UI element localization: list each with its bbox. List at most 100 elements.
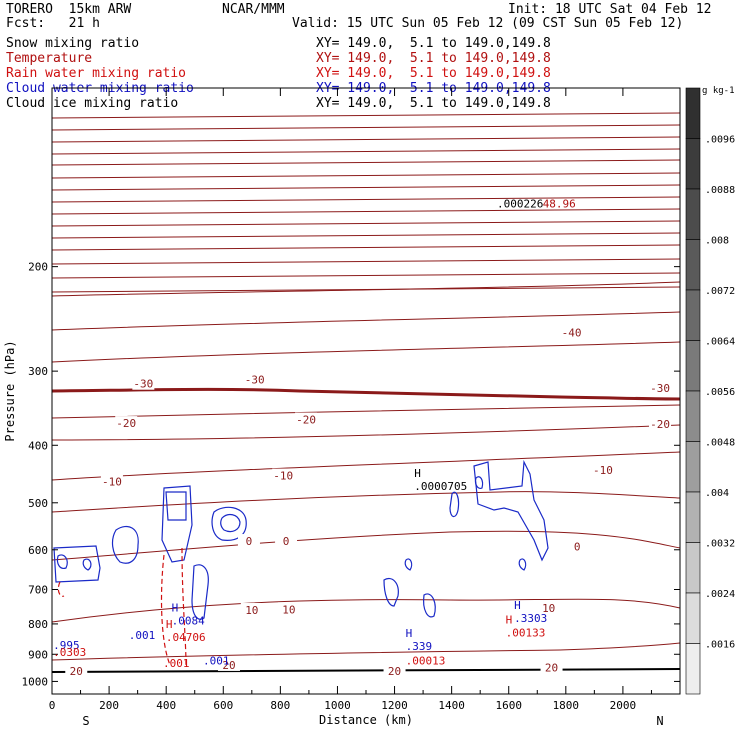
- temperature-contour-label: 0: [246, 535, 253, 548]
- rain-water-contour: [181, 547, 187, 666]
- y-axis-title: Pressure (hPa): [3, 340, 17, 441]
- contour-label-bg: [65, 663, 88, 677]
- field-xy-temperature: XY= 149.0, 5.1 to 149.0,149.8: [316, 51, 551, 66]
- isotherm-line: [51, 136, 681, 143]
- colorbar-label: .008: [705, 236, 729, 247]
- extremum-value-label: .00133: [506, 626, 546, 639]
- colorbar-label: .0064: [705, 337, 735, 348]
- isotherm-line: [51, 451, 681, 481]
- valid-time: Valid: 15 UTC Sun 05 Feb 12 (09 CST Sun …: [292, 16, 684, 31]
- x-tick-label: 1600: [495, 699, 522, 712]
- isotherm-line: [51, 491, 681, 513]
- field-name-temperature: Temperature: [6, 51, 93, 66]
- contour-label-bg: [240, 603, 263, 617]
- y-tick-label: 200: [28, 261, 48, 274]
- extremum-value-label: .0303: [53, 646, 86, 659]
- org-title: NCAR/MMM: [222, 2, 285, 17]
- temperature-contour-label: -30: [245, 374, 265, 387]
- isotherm-line: [51, 232, 681, 239]
- forecast-hour: Fcst: 21 h: [6, 16, 100, 31]
- isotherm-line: [51, 642, 681, 661]
- x-tick-label: 600: [213, 699, 233, 712]
- temperature-contour-label: -20: [296, 414, 316, 427]
- cloud-water-contour: [82, 558, 92, 571]
- isotherm-line: [51, 208, 681, 215]
- cloud-water-contour: [165, 491, 187, 521]
- contour-label-bg: [537, 600, 560, 614]
- isotherm-line: [51, 404, 681, 419]
- contour-label-bg: [243, 372, 266, 386]
- extremum-mark: H: [414, 467, 421, 480]
- extremum-value-label: .001: [163, 657, 190, 670]
- colorbar-swatch: [685, 491, 701, 543]
- field-name-rain: Rain water mixing ratio: [6, 66, 187, 81]
- cloud-water-contour: [423, 593, 436, 618]
- temperature-contour-label: -20: [116, 417, 136, 430]
- y-tick-label: 300: [28, 365, 48, 378]
- isotherm-line: [51, 244, 681, 251]
- colorbar-swatch: [685, 289, 701, 341]
- isotherm-line: [51, 341, 681, 363]
- temperature-contour-label: -20: [650, 418, 670, 431]
- cloud-water-contour: [473, 459, 549, 562]
- isotherm-line: [51, 112, 681, 119]
- x-end-label-north: N: [656, 714, 663, 728]
- cloud-water-contour: [161, 485, 193, 563]
- contour-label-bg: [591, 462, 614, 476]
- extremum-mark: H: [172, 601, 179, 614]
- temperature-contour-label: 20: [70, 665, 83, 678]
- cloud-water-contour: [404, 558, 413, 571]
- model-title: TORERO 15km ARW: [6, 2, 132, 17]
- rain-water-contour: [160, 554, 171, 666]
- cloud-water-contour: [111, 525, 139, 564]
- colorbar-swatch: [685, 138, 701, 190]
- isotherm-line: [51, 530, 681, 561]
- colorbar-swatch: [685, 340, 701, 392]
- extremum-mark: H: [166, 618, 173, 631]
- cloud-water-contour: [383, 577, 399, 607]
- contour-label-bg: [115, 416, 138, 430]
- temperature-contour-label: -10: [273, 470, 293, 483]
- isotherm-line: [51, 196, 681, 203]
- cloud-water-contour: [53, 545, 101, 583]
- extremum-value-label: .00013: [406, 654, 446, 667]
- freezing-level-line: [51, 387, 681, 401]
- temperature-contour-label: 0: [574, 540, 581, 553]
- colorbar-swatch: [685, 239, 701, 291]
- colorbar-label: .0048: [705, 438, 735, 449]
- extremum-mark: H: [406, 627, 413, 640]
- contour-label-bg: [275, 534, 298, 548]
- init-time: Init: 18 UTC Sat 04 Feb 12: [508, 2, 712, 17]
- x-tick-label: 800: [270, 699, 290, 712]
- y-tick-label: 400: [28, 439, 48, 452]
- contour-label-bg: [566, 539, 589, 553]
- contour-label-bg: [217, 657, 240, 671]
- contour-label-bg: [560, 325, 583, 339]
- temperature-contour-label: 0: [283, 535, 290, 548]
- contour-label-bg: [132, 376, 155, 390]
- colorbar-label: .0096: [705, 135, 735, 146]
- y-tick-label: 1000: [22, 675, 49, 688]
- temperature-contour-label: -10: [593, 464, 613, 477]
- isotherm-line: [51, 172, 681, 179]
- isotherm-line: [51, 258, 681, 265]
- temperature-contour-label: -30: [133, 378, 153, 391]
- cloud-water-contour: [220, 513, 241, 533]
- extremum-value-label: .001: [129, 629, 156, 642]
- x-end-label-south: S: [82, 714, 89, 728]
- colorbar-label: .0032: [705, 539, 735, 550]
- cloud-water-contour: [449, 491, 460, 518]
- temperature-contour-label: 10: [542, 602, 555, 615]
- contour-label-bg: [237, 534, 260, 548]
- y-tick-label: 700: [28, 584, 48, 597]
- cloud-water-contour: [56, 554, 68, 569]
- x-tick-label: 0: [49, 699, 56, 712]
- contour-label-bg: [649, 416, 672, 430]
- cloud-water-contour: [518, 558, 527, 571]
- isotherm-line: [51, 148, 681, 155]
- temperature-contour-label: 10: [245, 604, 258, 617]
- contour-label-bg: [100, 474, 123, 488]
- field-name-snow: Snow mixing ratio: [6, 36, 140, 51]
- field-xy-cloud-ice: XY= 149.0, 5.1 to 149.0,149.8: [316, 96, 551, 111]
- isotherm-line: [51, 424, 681, 441]
